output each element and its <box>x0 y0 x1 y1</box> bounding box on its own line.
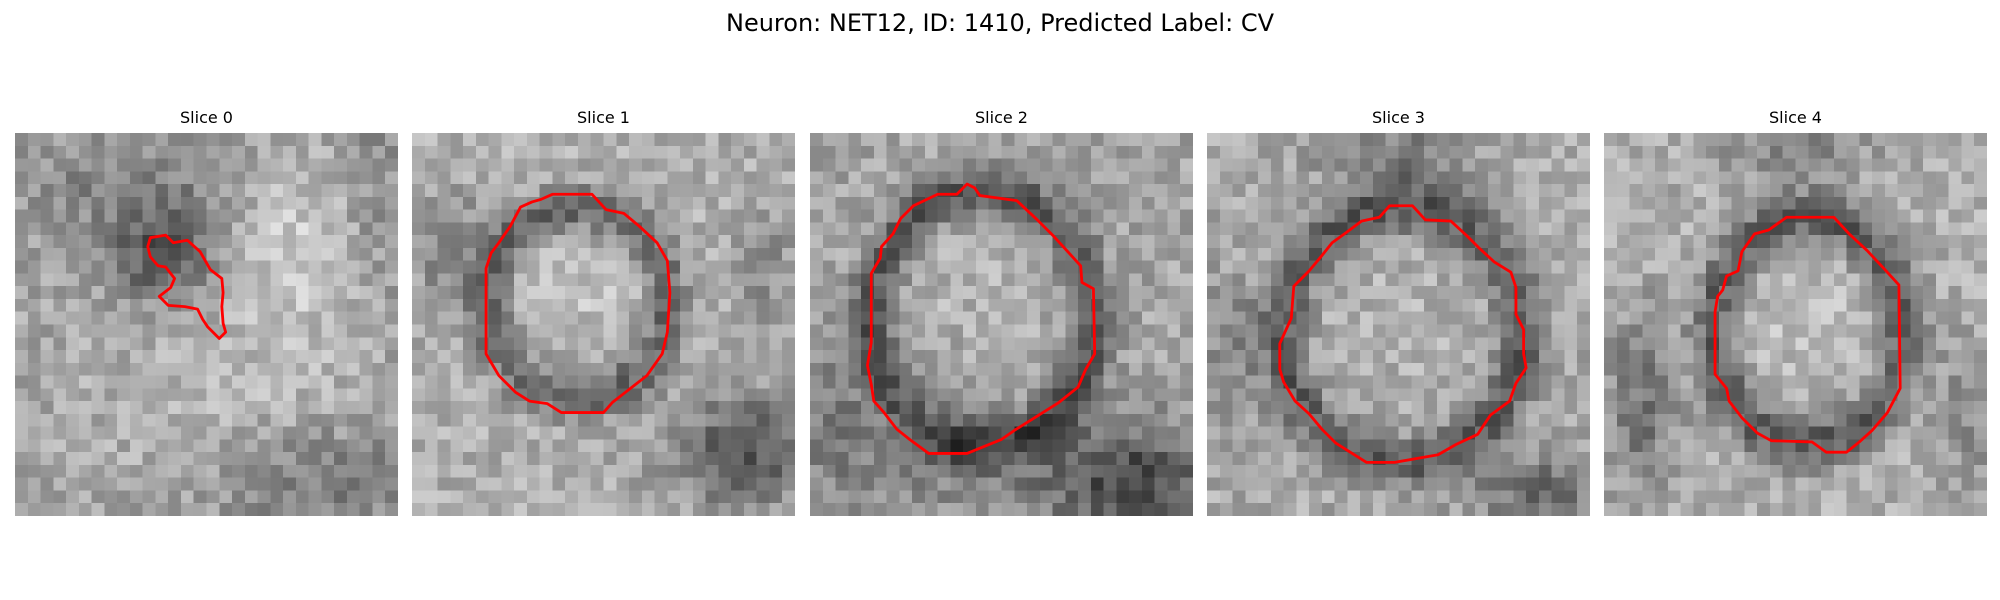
em-texture-3 <box>1207 133 1590 516</box>
contour-outline-2 <box>866 182 1097 455</box>
contour-outline-0 <box>146 233 228 340</box>
slice-panel-3: Slice 3 <box>1207 108 1590 516</box>
slice-image-1 <box>412 133 795 516</box>
slice-image-4 <box>1604 133 1987 516</box>
contour-outline-4 <box>1713 215 1902 454</box>
slice-panel-0: Slice 0 <box>15 108 398 516</box>
slice-title-2: Slice 2 <box>975 108 1028 127</box>
slice-image-3 <box>1207 133 1590 516</box>
slice-title-1: Slice 1 <box>577 108 630 127</box>
em-texture-4 <box>1604 133 1987 516</box>
slice-title-4: Slice 4 <box>1769 108 1822 127</box>
contour-outline-1 <box>484 192 672 414</box>
slice-image-0 <box>15 133 398 516</box>
slice-image-2 <box>810 133 1193 516</box>
slice-panel-4: Slice 4 <box>1604 108 1987 516</box>
figure-title: Neuron: NET12, ID: 1410, Predicted Label… <box>726 9 1274 37</box>
em-texture-2 <box>810 133 1193 516</box>
slice-title-0: Slice 0 <box>180 108 233 127</box>
em-texture-1 <box>412 133 795 516</box>
slice-title-3: Slice 3 <box>1372 108 1425 127</box>
contour-outline-3 <box>1278 204 1528 464</box>
slice-panel-2: Slice 2 <box>810 108 1193 516</box>
slice-panel-1: Slice 1 <box>412 108 795 516</box>
